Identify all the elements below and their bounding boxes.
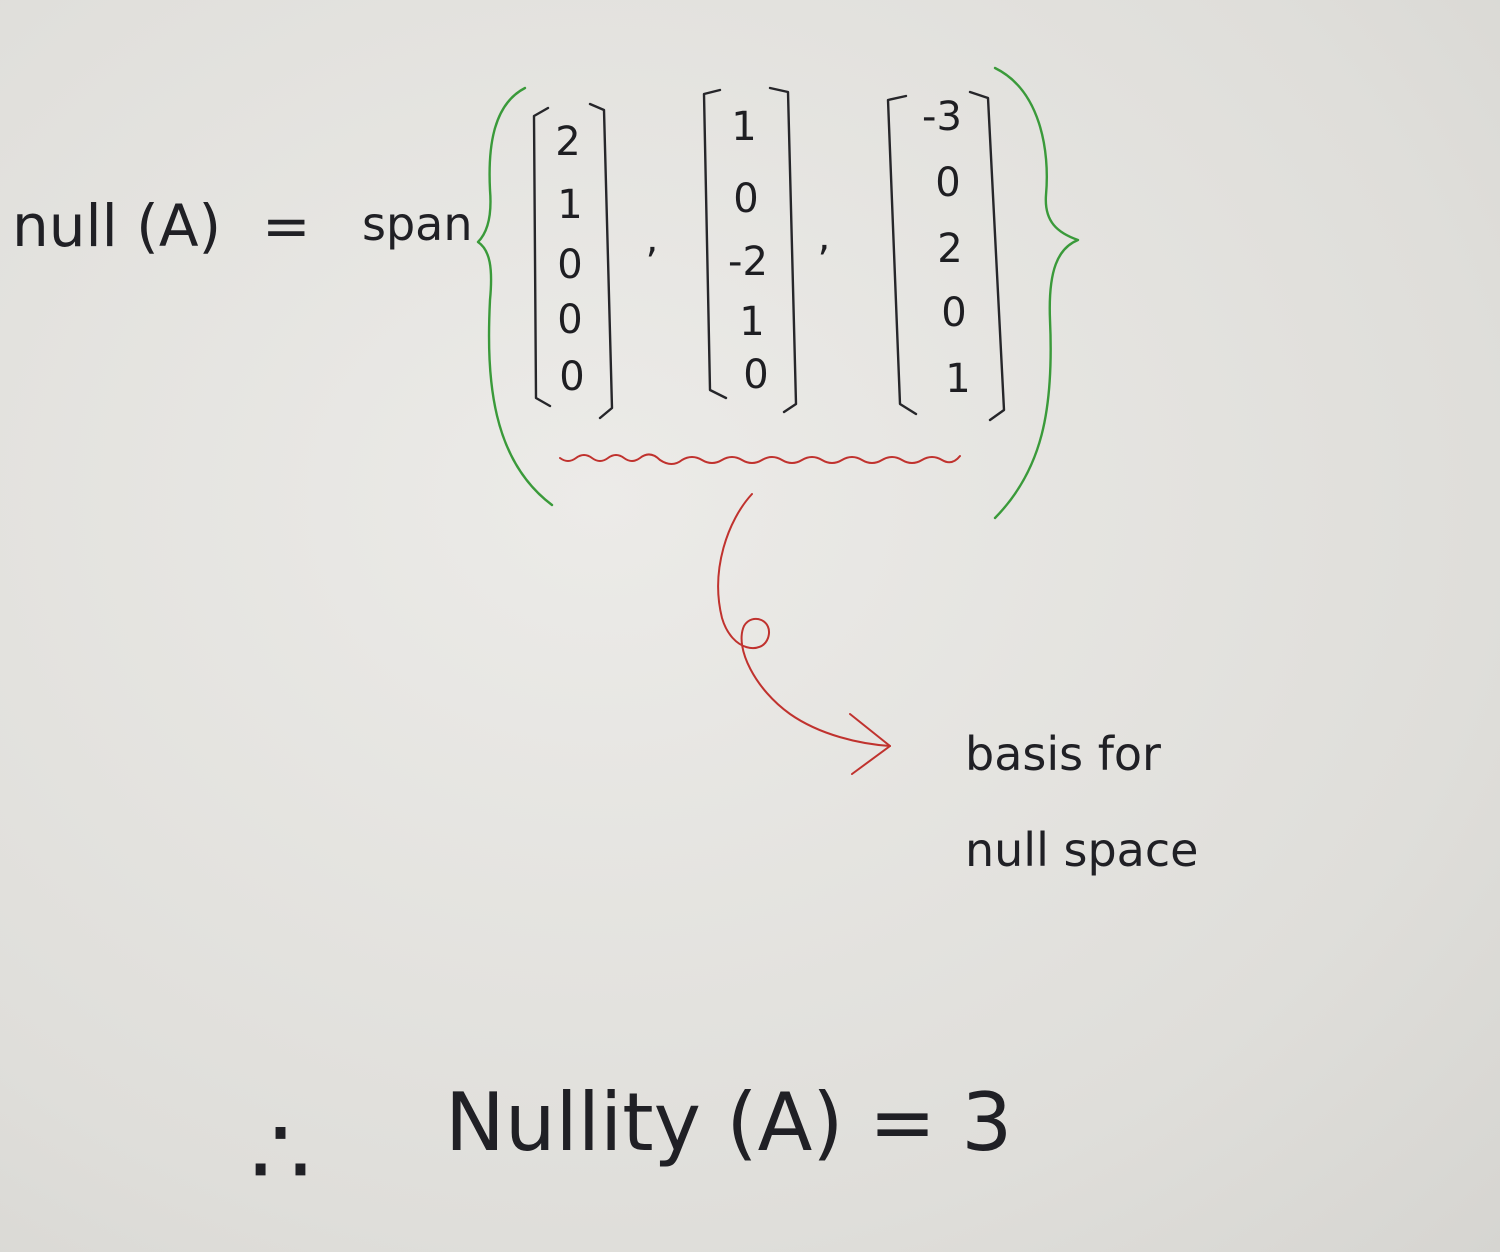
red-wavy-underline: [559, 453, 961, 465]
vector-3-entry-3: 2: [937, 226, 962, 272]
vector-1-entry-2: 1: [557, 182, 582, 228]
annotation-line-1: basis for: [965, 727, 1161, 781]
vector-3-entry-2: 0: [935, 160, 960, 206]
nullity-conclusion: Nullity (A) = 3: [445, 1076, 1012, 1169]
vector-1-entry-4: 0: [557, 297, 582, 343]
vector-3-entry-5: 1: [945, 356, 970, 402]
vector-2-entry-3: -2: [728, 239, 768, 285]
null-a-label: null (A): [12, 192, 221, 260]
therefore-symbol: ∴: [250, 1096, 311, 1208]
vector-2-left-bracket: [702, 88, 728, 400]
right-curly-brace: [993, 66, 1080, 520]
vector-3-entry-4: 0: [941, 290, 966, 336]
comma-separator: ,: [818, 214, 831, 260]
vector-1-right-bracket: [588, 102, 614, 420]
red-curved-arrow: [717, 493, 891, 747]
vector-1-entry-5: 0: [559, 354, 584, 400]
vector-2-right-bracket: [768, 86, 798, 414]
vector-3-left-bracket: [886, 94, 918, 416]
comma-separator: ,: [646, 216, 659, 262]
vector-2-entry-4: 1: [739, 299, 764, 345]
vector-1-left-bracket: [532, 106, 552, 408]
annotation-line-2: null space: [965, 823, 1198, 877]
left-curly-brace: [476, 86, 554, 507]
vector-3-right-bracket: [968, 90, 1006, 422]
vector-2-entry-5: 0: [743, 352, 768, 398]
vector-2-entry-1: 1: [731, 104, 756, 150]
vector-3-entry-1: -3: [922, 94, 962, 140]
span-word: span: [362, 197, 473, 251]
equals-sign: =: [262, 192, 311, 260]
arrow-head-icon: [849, 713, 891, 775]
vector-2-entry-2: 0: [733, 176, 758, 222]
vector-1-entry-3: 0: [557, 242, 582, 288]
vector-1-entry-1: 2: [555, 119, 580, 165]
